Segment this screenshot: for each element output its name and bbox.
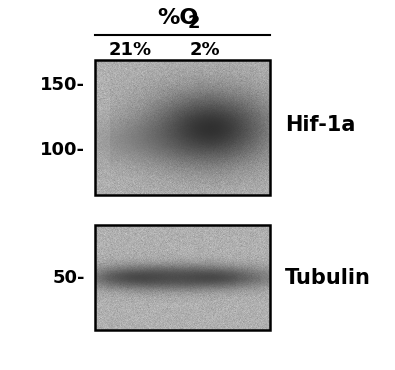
Text: 2%: 2%	[190, 41, 220, 59]
Bar	[95, 60, 270, 195]
Text: %O: %O	[157, 8, 199, 28]
Text: 2: 2	[188, 14, 200, 32]
Text: 21%: 21%	[109, 41, 152, 59]
Text: 100-: 100-	[40, 141, 85, 159]
Text: 50-: 50-	[53, 269, 85, 287]
Bar	[95, 225, 270, 330]
Text: 150-: 150-	[40, 76, 85, 94]
Text: Tubulin: Tubulin	[285, 268, 371, 288]
Text: Hif-1a: Hif-1a	[285, 115, 356, 135]
